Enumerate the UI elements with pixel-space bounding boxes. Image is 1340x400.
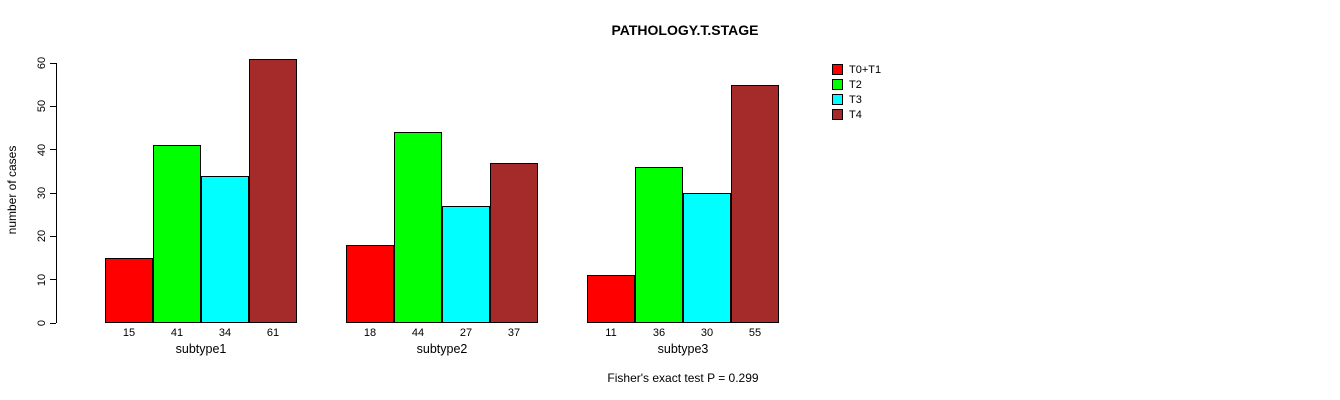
legend-item: T2 xyxy=(832,77,881,92)
bar-subtype2-t0t1 xyxy=(346,245,394,323)
bar-subtype3-t0t1 xyxy=(587,275,635,323)
bar-value-label: 44 xyxy=(411,327,425,339)
y-axis-tick xyxy=(50,279,56,281)
y-axis-tick-label: 50 xyxy=(36,100,48,113)
bar-subtype1-t2 xyxy=(153,145,201,323)
bar-value-label: 11 xyxy=(605,327,617,339)
legend-color-swatch xyxy=(832,94,843,105)
legend-color-swatch xyxy=(832,79,843,90)
bar-value-label: 36 xyxy=(652,327,666,339)
y-axis-tick-label: 30 xyxy=(36,186,48,200)
bar-subtype3-t4 xyxy=(731,84,779,323)
legend-item: T0+T1 xyxy=(832,62,881,77)
bar-value-label: 27 xyxy=(459,327,473,339)
legend-color-swatch xyxy=(832,64,843,75)
y-axis-tick-label: 0 xyxy=(36,319,48,327)
legend-item: T4 xyxy=(832,107,881,122)
legend: T0+T1 T2 T3 T4 xyxy=(832,62,881,122)
bar-subtype1-t0t1 xyxy=(105,258,153,323)
legend-label: T2 xyxy=(849,78,862,91)
bar-subtype2-t2 xyxy=(394,132,442,323)
bar-value-label: 61 xyxy=(266,327,280,339)
legend-label: T4 xyxy=(849,108,862,121)
bar-subtype2-t3 xyxy=(442,206,490,323)
legend-color-swatch xyxy=(832,109,843,120)
bar-value-label: 15 xyxy=(122,327,136,339)
chart-title: PATHOLOGY.T.STAGE xyxy=(611,22,759,38)
y-axis-tick xyxy=(50,322,56,324)
legend-item: T3 xyxy=(832,92,881,107)
x-axis-category-label: subtype1 xyxy=(175,342,227,356)
y-axis-tick xyxy=(50,105,56,107)
bar-subtype3-t2 xyxy=(635,167,683,323)
y-axis-tick xyxy=(50,62,56,64)
y-axis-tick-label: 60 xyxy=(36,56,48,70)
x-axis-category-label: subtype2 xyxy=(416,342,468,356)
y-axis-tick-label: 20 xyxy=(36,230,48,243)
bar-value-label: 18 xyxy=(363,327,377,339)
bar-value-label: 37 xyxy=(507,327,521,339)
y-axis-tick xyxy=(50,149,56,151)
bar-value-label: 30 xyxy=(700,327,714,339)
bar-value-label: 41 xyxy=(170,327,184,339)
y-axis-label: number of cases xyxy=(5,145,19,235)
bar-value-label: 55 xyxy=(748,327,762,339)
fisher-test-annotation: Fisher's exact test P = 0.299 xyxy=(607,371,759,385)
bar-subtype1-t4 xyxy=(249,58,297,323)
y-axis-line xyxy=(56,63,57,323)
legend-label: T3 xyxy=(849,93,862,106)
bar-subtype2-t4 xyxy=(490,162,538,323)
y-axis-tick xyxy=(50,192,56,194)
bar-subtype1-t3 xyxy=(201,175,249,323)
bar-value-label: 34 xyxy=(218,327,232,339)
x-axis-category-label: subtype3 xyxy=(657,342,709,356)
y-axis-tick xyxy=(50,235,56,237)
y-axis-tick-label: 10 xyxy=(36,273,48,286)
y-axis-tick-label: 40 xyxy=(36,143,48,156)
legend-label: T0+T1 xyxy=(849,63,882,76)
bar-subtype3-t3 xyxy=(683,193,731,323)
